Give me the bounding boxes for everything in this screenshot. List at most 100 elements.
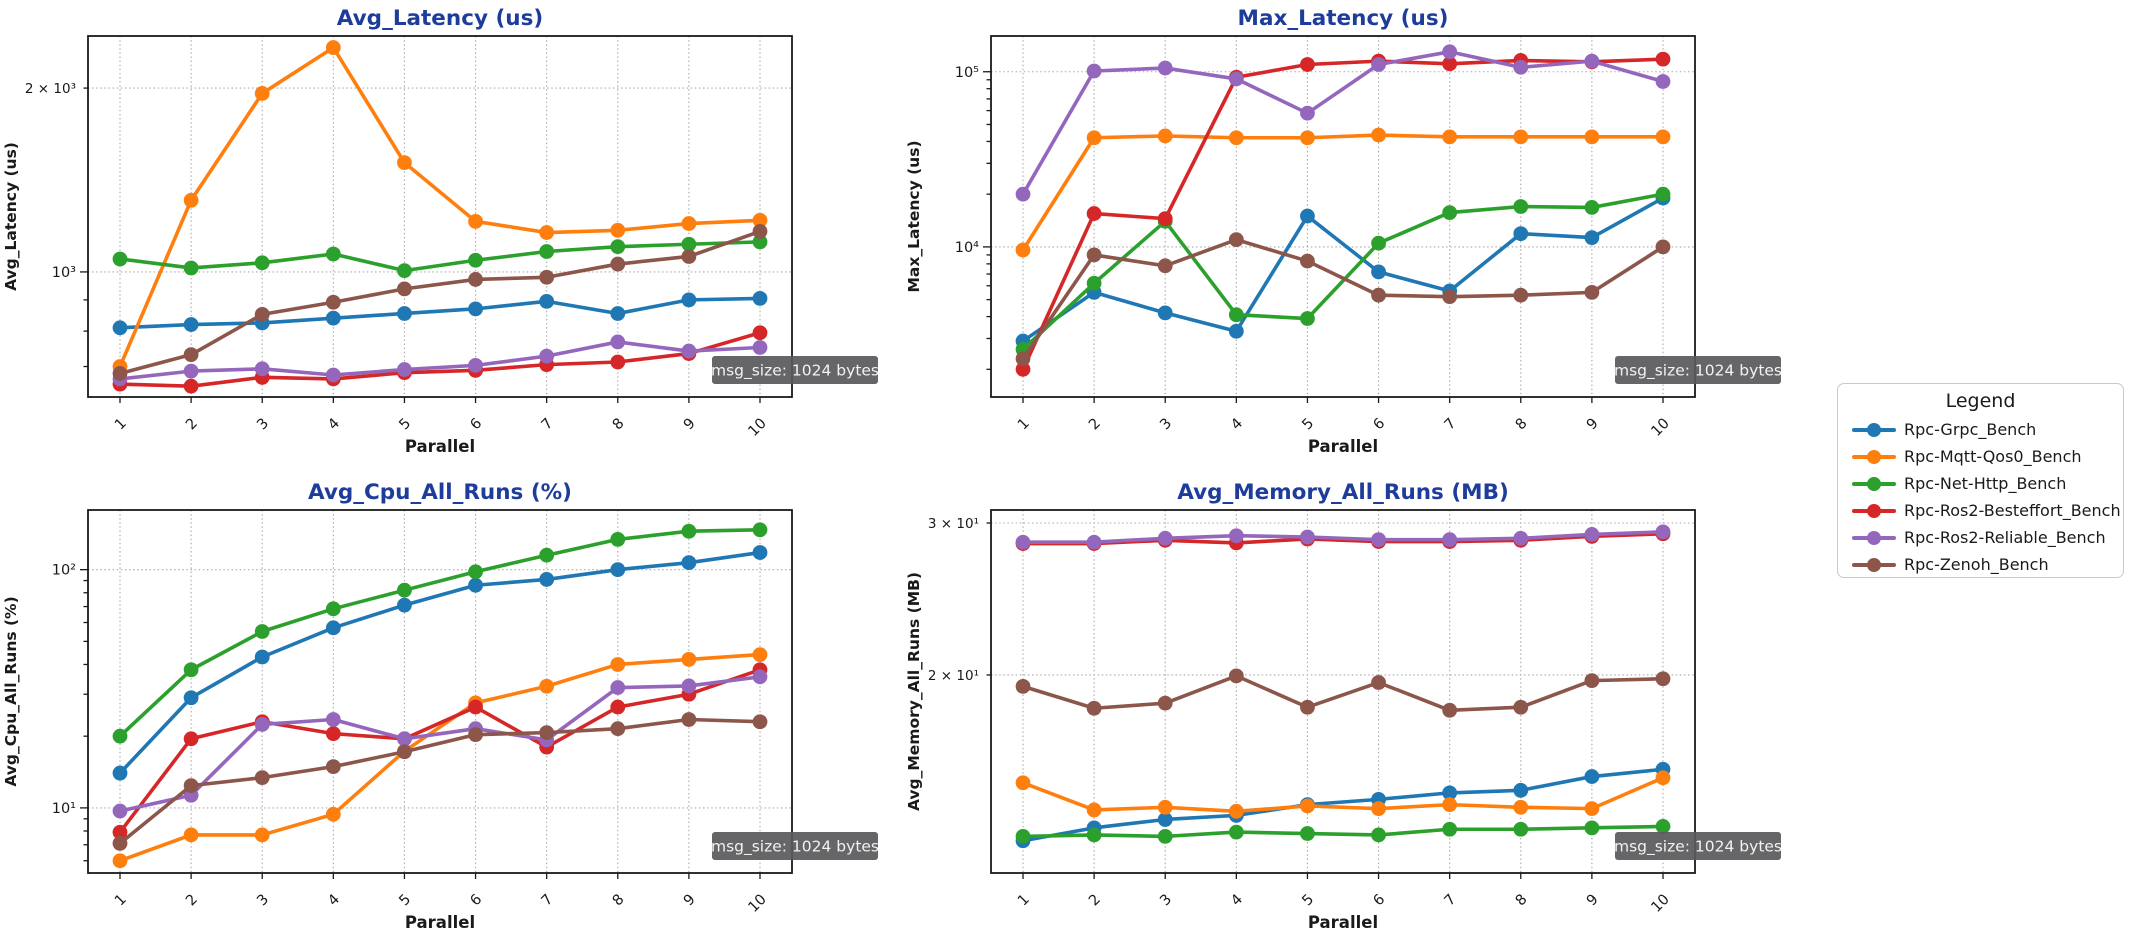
data-point — [112, 835, 128, 851]
x-axis-label: Parallel — [405, 913, 475, 932]
data-point — [183, 778, 199, 794]
plot-frame — [87, 35, 793, 398]
x-tick-label: 1 — [112, 892, 130, 910]
data-point — [1015, 678, 1031, 694]
data-point — [1157, 812, 1173, 827]
x-tick-label: 1 — [1015, 892, 1033, 910]
data-point — [610, 657, 626, 672]
series-line-Rpc-Grpc_Bench — [1021, 196, 1665, 343]
legend-item-label: Rpc-Ros2-Besteffort_Bench — [1904, 501, 2121, 520]
x-tick-label: 1 — [1015, 416, 1033, 434]
data-point — [1371, 532, 1386, 548]
data-point — [610, 699, 626, 715]
msg-size-annotation-text: msg_size: 1024 bytes — [711, 838, 879, 857]
x-tick-label: 4 — [1228, 892, 1246, 910]
data-point — [1300, 311, 1315, 326]
data-point — [1228, 130, 1244, 146]
x-tick-label: 4 — [325, 892, 343, 910]
data-point — [1300, 57, 1315, 72]
data-point — [1584, 527, 1600, 542]
y-axis-label: Avg_Cpu_All_Runs (%) — [2, 596, 20, 786]
data-point — [1300, 826, 1315, 841]
x-tick-label: 7 — [539, 416, 557, 434]
data-point — [752, 234, 768, 250]
data-point — [254, 624, 270, 639]
data-point — [325, 601, 341, 617]
y-tick-label: 10³ — [52, 265, 76, 281]
data-point — [1228, 668, 1244, 684]
data-point — [1228, 232, 1244, 248]
data-point — [681, 712, 697, 727]
series-line-Rpc-Net-Http_Bench — [1021, 824, 1665, 839]
x-tick-label: 6 — [468, 892, 486, 910]
data-point — [254, 770, 270, 786]
x-tick-label: 2 — [1086, 416, 1104, 434]
data-point — [1086, 534, 1102, 550]
data-point — [1228, 307, 1244, 323]
data-point — [1584, 284, 1600, 300]
data-point — [752, 224, 768, 239]
series-line-Rpc-Ros2-Besteffort_Bench — [1021, 57, 1665, 372]
data-point — [1157, 799, 1173, 815]
series-line-Rpc-Ros2-Reliable_Bench — [118, 675, 762, 813]
data-point — [325, 712, 341, 727]
x-axis-label: Parallel — [1308, 437, 1378, 456]
legend-item: Rpc-Grpc_Bench — [1838, 416, 2123, 443]
data-point — [539, 225, 555, 240]
msg-size-annotation — [1615, 356, 1781, 384]
data-point — [1584, 801, 1600, 817]
x-tick-label: 8 — [610, 416, 628, 434]
data-point — [752, 212, 768, 228]
data-point — [1086, 802, 1102, 818]
data-point — [1300, 208, 1315, 224]
data-point — [468, 213, 483, 229]
data-point — [752, 714, 768, 730]
data-point — [183, 827, 199, 843]
series-line-Rpc-Net-Http_Bench — [118, 240, 762, 273]
chart-max-latency: 10⁴ 10⁵ 1 2 3 4 5 6 7 8 9 10 Max_Latency (us) Max_Lat… — [905, 6, 1782, 456]
data-point — [539, 678, 555, 694]
data-point — [1584, 230, 1600, 246]
data-point — [183, 690, 199, 706]
data-point — [397, 597, 412, 613]
data-point — [1015, 828, 1031, 844]
x-tick-label: 10 — [745, 892, 769, 916]
x-tick-label: 8 — [1513, 416, 1531, 434]
series-line-Rpc-Ros2-Besteffort_Bench — [118, 667, 762, 835]
legend-line-sample-icon — [1852, 470, 1896, 497]
data-point — [1655, 770, 1671, 786]
data-point — [254, 255, 270, 271]
data-point — [1086, 247, 1102, 263]
data-point — [1300, 699, 1315, 715]
x-tick-label: 8 — [610, 892, 628, 910]
y-tick-label: 10⁴ — [955, 240, 979, 256]
data-point — [1015, 186, 1031, 202]
legend-item: Rpc-Ros2-Reliable_Bench — [1838, 524, 2123, 551]
data-point — [1655, 819, 1671, 834]
x-tick-label: 5 — [1299, 416, 1317, 434]
series-line-Rpc-Mqtt-Qos0_Bench — [118, 652, 762, 863]
series-line-Rpc-Net-Http_Bench — [118, 527, 762, 738]
series-line-Rpc-Grpc_Bench — [118, 550, 762, 775]
data-point — [112, 251, 128, 267]
data-point — [183, 347, 199, 363]
legend-item-label: Rpc-Mqtt-Qos0_Bench — [1904, 447, 2082, 466]
x-tick-label: 10 — [1648, 416, 1672, 440]
data-point — [752, 325, 768, 341]
x-tick-label: 5 — [396, 416, 414, 434]
data-point — [1584, 200, 1600, 215]
x-tick-label: 5 — [1299, 892, 1317, 910]
data-point — [468, 301, 483, 317]
y-tick-label: 10² — [52, 563, 76, 579]
series-line-Rpc-Zenoh_Bench — [118, 717, 762, 846]
data-point — [1584, 769, 1600, 784]
msg-size-annotation — [712, 356, 878, 384]
legend-item-label: Rpc-Zenoh_Bench — [1904, 555, 2049, 574]
data-point — [325, 367, 341, 383]
data-point — [397, 263, 412, 278]
data-point — [1300, 798, 1315, 814]
msg-size-annotation — [712, 832, 878, 860]
data-point — [325, 620, 341, 636]
data-point — [610, 306, 626, 321]
